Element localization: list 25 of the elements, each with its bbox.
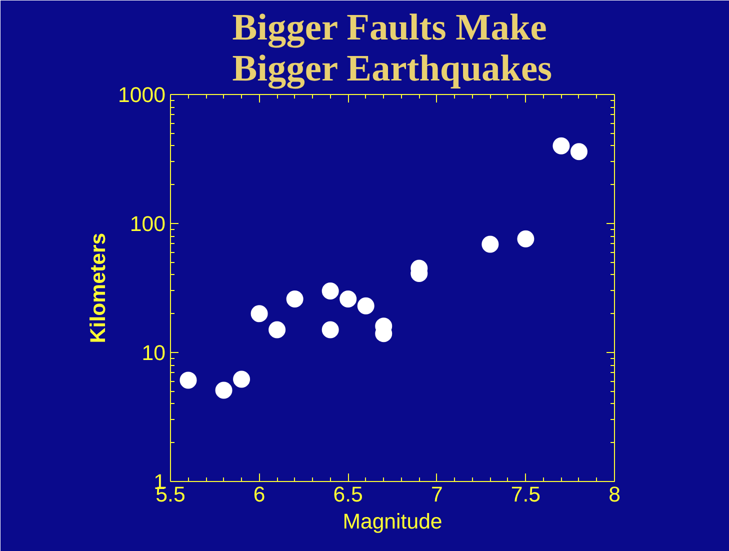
point xyxy=(250,305,268,322)
point xyxy=(180,372,197,389)
y-tick-label: 10 xyxy=(142,341,166,365)
x-axis-title: Magnitude xyxy=(342,510,442,534)
point xyxy=(215,382,232,399)
y-tick-label: 1000 xyxy=(118,83,166,107)
y-axis-title: Kilometers xyxy=(86,232,110,344)
chart-title: Bigger Faults Make Bigger Earthquakes xyxy=(232,8,552,90)
y-tick-label: 100 xyxy=(130,212,166,236)
point xyxy=(552,137,570,154)
point xyxy=(322,321,339,338)
x-tick-label: 6 xyxy=(253,482,266,506)
x-tick-label: 7.5 xyxy=(510,482,541,506)
x-tick-label: 8 xyxy=(608,482,620,506)
x-tick-label: 6.5 xyxy=(333,482,363,506)
point xyxy=(322,282,339,300)
point xyxy=(482,236,499,253)
point xyxy=(517,230,534,248)
point xyxy=(340,290,357,308)
point xyxy=(286,290,304,308)
point xyxy=(357,297,374,314)
x-tick-label: 7 xyxy=(430,482,443,506)
point xyxy=(570,143,588,160)
point xyxy=(268,321,286,338)
point xyxy=(233,370,250,388)
